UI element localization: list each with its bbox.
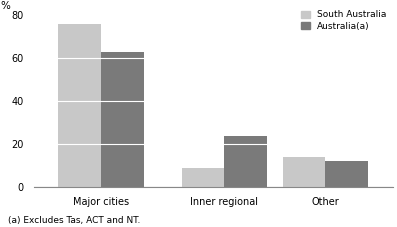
Bar <box>182 168 224 187</box>
Text: (a) Excludes Tas, ACT and NT.: (a) Excludes Tas, ACT and NT. <box>8 216 140 225</box>
Bar <box>326 161 368 187</box>
Bar <box>58 24 101 187</box>
Bar <box>283 157 326 187</box>
Y-axis label: %: % <box>0 0 10 10</box>
Bar <box>101 52 144 187</box>
Bar <box>224 136 267 187</box>
Legend: South Australia, Australia(a): South Australia, Australia(a) <box>299 9 388 32</box>
